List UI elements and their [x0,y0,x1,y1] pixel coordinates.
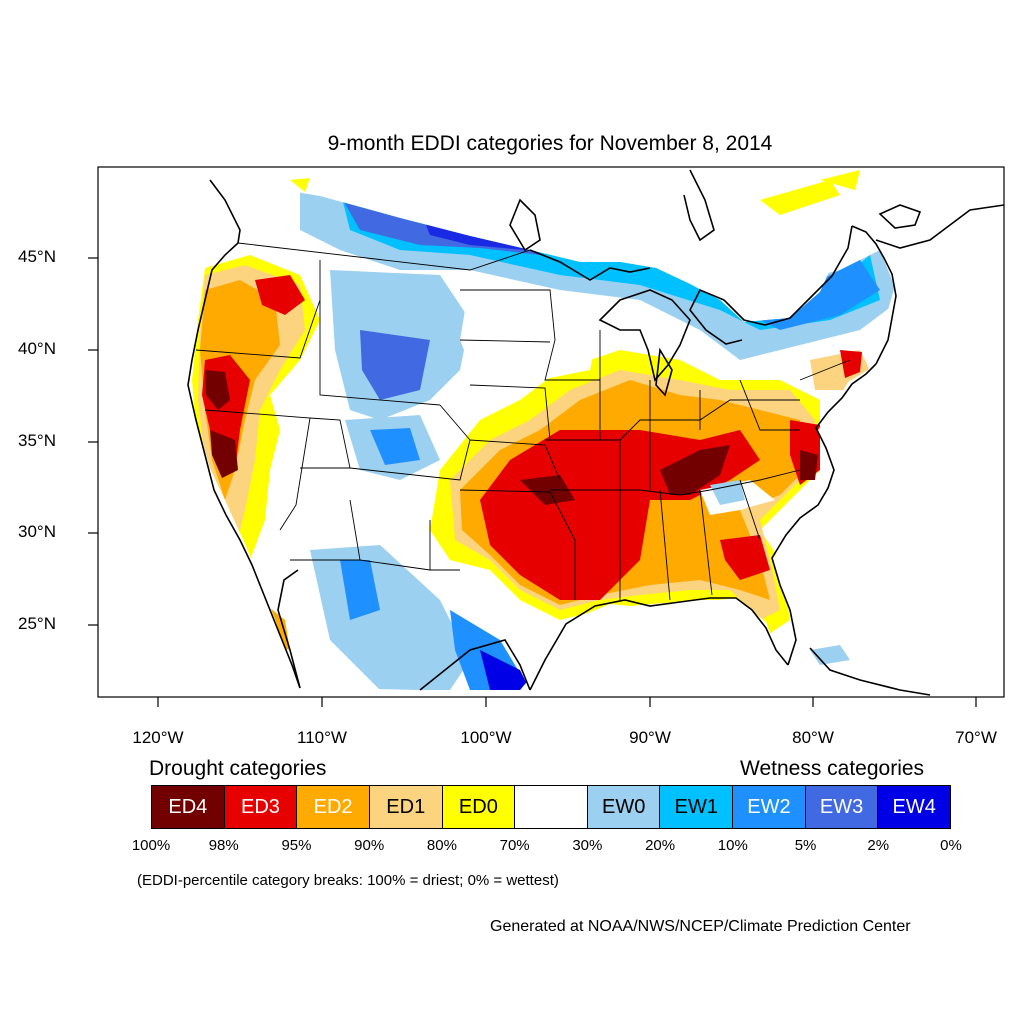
legend-cell-ed3: ED3 [224,786,298,828]
lon-label-110: 110°W [297,728,347,747]
legend-cell-ed4: ED4 [152,786,225,828]
legend-break-label: 30% [572,837,603,854]
legend-break-label: 95% [281,837,312,854]
category-note: (EDDI-percentile category breaks: 100% =… [137,872,559,889]
legend-break-label: 98% [208,837,239,854]
lat-label-35: 35°N [18,431,56,450]
legend-cell-ew4: EW4 [878,786,951,828]
legend-break-label: 90% [354,837,385,854]
lat-label-25: 25°N [18,614,56,633]
legend-bar: ED4 ED3 ED2 ED1 ED0 EW0 EW1 EW2 EW3 EW4 [151,785,951,829]
legend-break-label: 10% [717,837,748,854]
drought-heading: Drought categories [149,757,327,780]
legend-break-label: 5% [794,837,817,854]
legend-cell-ew3: EW3 [805,786,879,828]
lon-label-120: 120°W [132,728,184,747]
map-title: 9-month EDDI categories for November 8, … [327,132,773,155]
lat-label-40: 40°N [18,339,56,358]
legend-cell-normal [515,786,588,828]
eddi-field [192,186,896,690]
legend-cell-ed1: ED1 [369,786,443,828]
legend-break-label: 0% [940,837,962,854]
lon-label-100: 100°W [460,728,512,747]
lat-label-45: 45°N [18,247,56,266]
legend-break-label: 2% [867,837,890,854]
legend-cell-ew1: EW1 [660,786,734,828]
lon-label-90: 90°W [629,728,671,747]
legend-cell-ed0: ED0 [442,786,516,828]
credit-line: Generated at NOAA/NWS/NCEP/Climate Predi… [490,918,911,935]
lon-label-70: 70°W [955,728,997,747]
lat-label-30: 30°N [18,522,56,541]
legend-break-label: 80% [426,837,457,854]
legend-cell-ew2: EW2 [733,786,806,828]
legend-cell-ew0: EW0 [587,786,661,828]
legend-break-label: 70% [499,837,530,854]
legend-cell-ed2: ED2 [297,786,370,828]
legend-break-label: 100% [131,837,171,854]
wetness-heading: Wetness categories [740,757,925,780]
legend-break-label: 20% [645,837,676,854]
lon-label-80: 80°W [792,728,834,747]
